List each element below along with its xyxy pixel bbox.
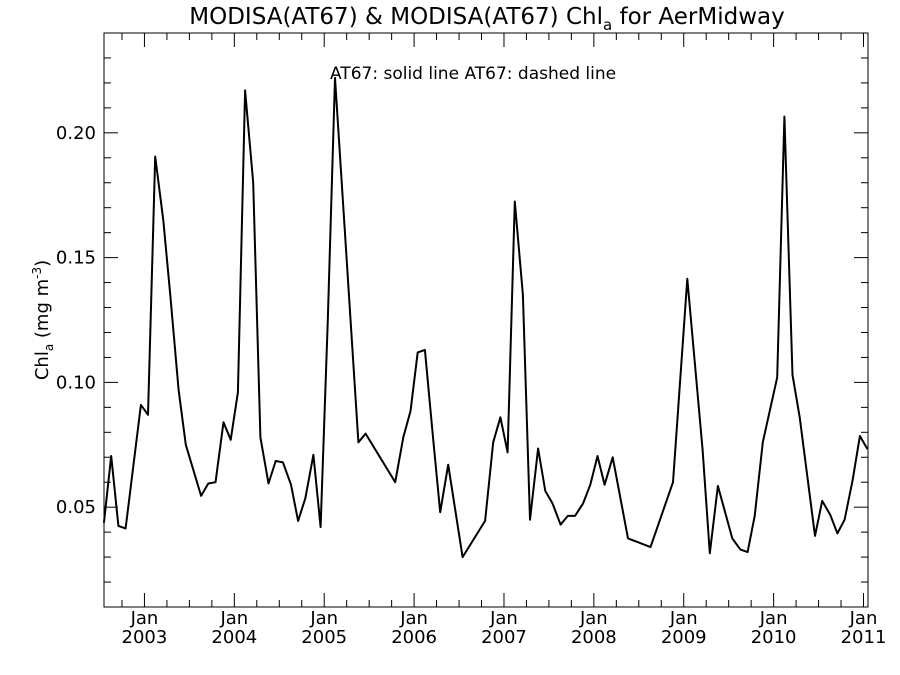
chart-annotation: AT67: solid line AT67: dashed line <box>330 64 616 84</box>
series-line-solid <box>103 76 869 559</box>
y-axis-label-unit: (mg m <box>32 279 53 344</box>
x-tick-month-label: Jan <box>759 608 788 629</box>
chart-title-main: MODISA(AT67) & MODISA(AT67) Chl <box>189 4 603 30</box>
x-tick-year-label: 2006 <box>391 627 437 648</box>
x-tick-year-label: 2010 <box>751 627 797 648</box>
y-axis-label-main: Chl <box>32 351 53 380</box>
y-tick-label: 0.20 <box>56 123 96 144</box>
x-tick-month-label: Jan <box>489 608 518 629</box>
x-tick-year-label: 2009 <box>661 627 707 648</box>
plot-frame <box>103 32 869 608</box>
chart-title: MODISA(AT67) & MODISA(AT67) Chla for Aer… <box>189 4 784 34</box>
series-layer <box>103 76 869 559</box>
y-axis-label-close: ) <box>32 260 53 267</box>
y-tick-label: 0.05 <box>56 497 96 518</box>
x-tick-month-label: Jan <box>130 608 159 629</box>
y-axis-label: Chla (mg m-3) <box>30 260 56 380</box>
axes: 0.050.100.150.20Jan2003Jan2004Jan2005Jan… <box>56 32 887 648</box>
y-tick-label: 0.15 <box>56 248 96 269</box>
x-tick-month-label: Jan <box>309 608 338 629</box>
x-tick-year-label: 2004 <box>211 627 257 648</box>
x-tick-month-label: Jan <box>579 608 608 629</box>
x-tick-year-label: 2003 <box>122 627 168 648</box>
x-tick-month-label: Jan <box>849 608 878 629</box>
x-tick-month-label: Jan <box>669 608 698 629</box>
x-tick-year-label: 2007 <box>481 627 527 648</box>
chart-title-tail: for AerMidway <box>612 4 785 30</box>
y-axis-label-superscript: -3 <box>30 267 44 279</box>
x-tick-year-label: 2005 <box>301 627 347 648</box>
y-axis-label-subscript: a <box>42 344 56 351</box>
chart-title-subscript: a <box>603 16 612 34</box>
y-tick-label: 0.10 <box>56 372 96 393</box>
x-tick-year-label: 2011 <box>841 627 887 648</box>
x-tick-month-label: Jan <box>399 608 428 629</box>
x-tick-month-label: Jan <box>219 608 248 629</box>
x-tick-year-label: 2008 <box>571 627 617 648</box>
